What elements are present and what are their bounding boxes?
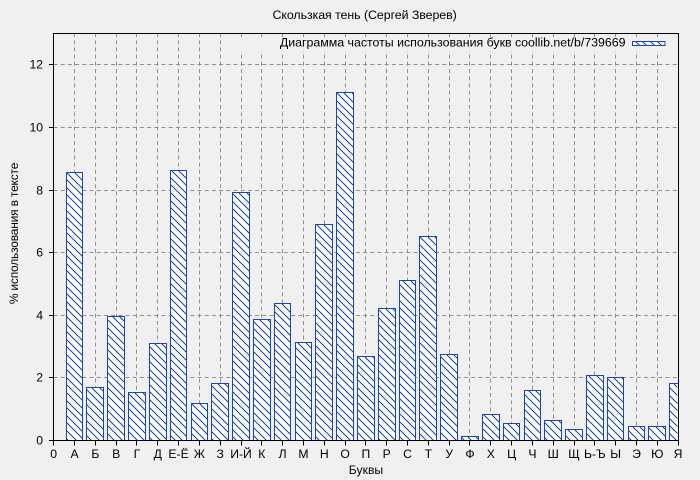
svg-text:Ю: Ю — [651, 447, 663, 461]
svg-text:А: А — [70, 447, 79, 461]
svg-text:Буквы: Буквы — [349, 463, 383, 477]
svg-text:Е-Ё: Е-Ё — [168, 447, 188, 461]
svg-text:Г: Г — [134, 447, 141, 461]
svg-text:8: 8 — [36, 184, 43, 198]
svg-text:Р: Р — [383, 447, 391, 461]
svg-text:Диаграмма частоты использовани: Диаграмма частоты использования букв coo… — [280, 36, 626, 50]
svg-text:6: 6 — [36, 246, 43, 260]
svg-text:Ш: Ш — [548, 447, 559, 461]
svg-text:Д: Д — [154, 447, 163, 461]
svg-text:0: 0 — [36, 434, 43, 448]
svg-text:М: М — [298, 447, 308, 461]
svg-text:Т: Т — [425, 447, 433, 461]
svg-text:Н: Н — [320, 447, 329, 461]
svg-text:С: С — [403, 447, 412, 461]
svg-text:Э: Э — [632, 447, 641, 461]
svg-text:12: 12 — [29, 58, 43, 72]
svg-text:Ь-Ъ: Ь-Ъ — [584, 447, 606, 461]
svg-text:0: 0 — [50, 447, 57, 461]
svg-text:П: П — [362, 447, 371, 461]
svg-text:О: О — [340, 447, 349, 461]
svg-text:Ц: Ц — [507, 447, 516, 461]
svg-text:К: К — [258, 447, 266, 461]
svg-text:Ж: Ж — [194, 447, 206, 461]
svg-text:Ф: Ф — [465, 447, 474, 461]
svg-text:10: 10 — [29, 121, 43, 135]
svg-text:Ч: Ч — [528, 447, 536, 461]
svg-text:Скользкая тень (Сергей Зверев): Скользкая тень (Сергей Зверев) — [272, 8, 456, 22]
svg-text:Я: Я — [674, 447, 683, 461]
svg-text:Щ: Щ — [568, 447, 579, 461]
svg-text:И-Й: И-Й — [230, 446, 252, 461]
svg-text:4: 4 — [36, 309, 43, 323]
svg-text:Х: Х — [487, 447, 495, 461]
svg-text:Б: Б — [91, 447, 99, 461]
svg-text:У: У — [445, 447, 453, 461]
svg-text:2: 2 — [36, 371, 43, 385]
svg-text:В: В — [112, 447, 120, 461]
svg-text:Л: Л — [279, 447, 287, 461]
svg-text:Ы: Ы — [610, 447, 621, 461]
svg-text:% использования в тексте: % использования в тексте — [7, 162, 21, 304]
svg-text:З: З — [217, 447, 224, 461]
